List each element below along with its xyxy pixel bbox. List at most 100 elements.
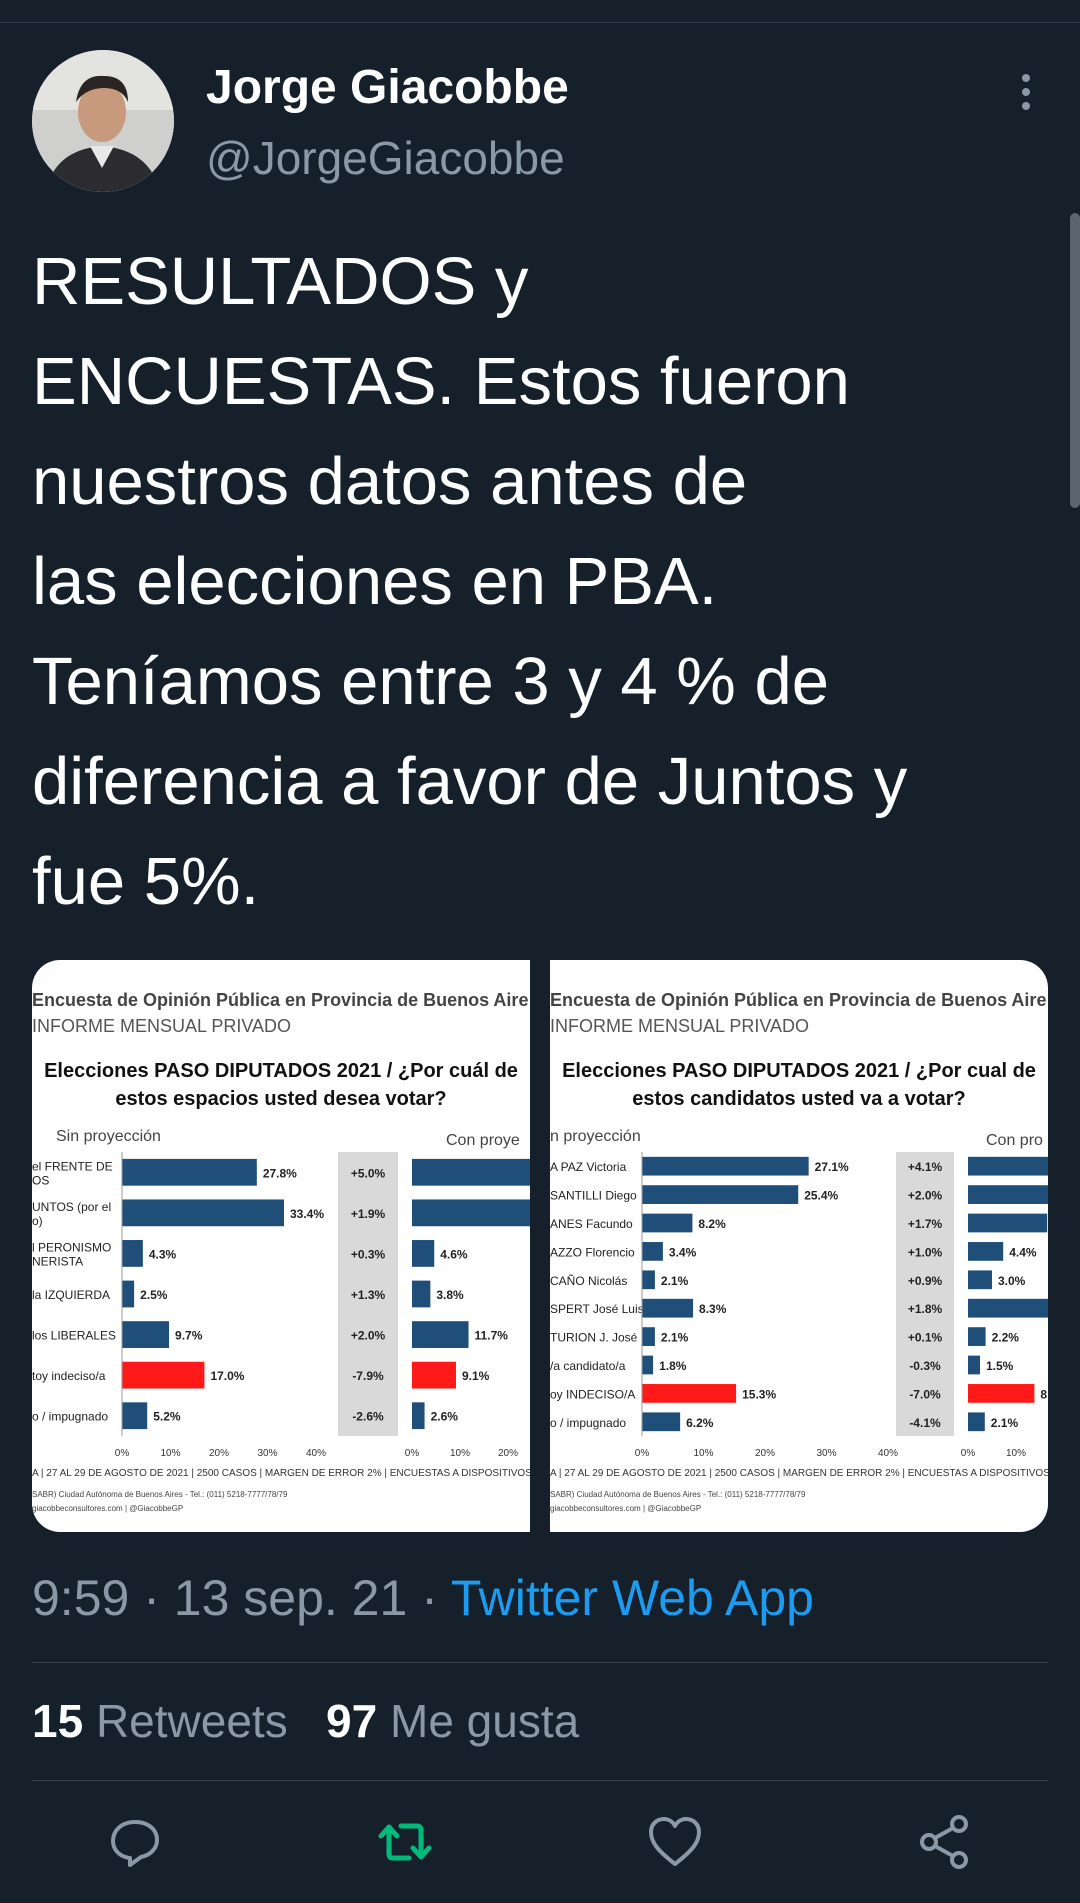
survey-question-line2: estos espacios usted desea votar? (115, 1088, 447, 1110)
author-name[interactable]: Jorge Giacobbe (206, 61, 569, 114)
share-icon[interactable] (915, 1812, 975, 1872)
projected-bar (968, 1327, 986, 1346)
retweets-label: Retweets (95, 1695, 288, 1747)
heart-icon[interactable] (645, 1812, 705, 1872)
bar-value-label: 4.3% (149, 1247, 177, 1261)
projected-value-label: 9.1% (462, 1369, 490, 1383)
bar (642, 1298, 694, 1318)
projected-value-label: 2.1% (991, 1416, 1019, 1430)
likes-stat[interactable]: 97 Me gusta (326, 1695, 579, 1747)
survey-contact: SABR) Ciudad Autónoma de Buenos Aires - … (32, 1490, 288, 1499)
projected-bar (412, 1199, 530, 1227)
bar (122, 1402, 148, 1430)
projected-bar (968, 1355, 980, 1375)
difference-column (338, 1152, 398, 1436)
projected-value-label: 8.3% (1040, 1387, 1048, 1401)
tweet-time[interactable]: 9:59 (32, 1570, 130, 1626)
survey-subtitle: INFORME MENSUAL PRIVADO (550, 1016, 810, 1036)
category-label: l PERONISMO (32, 1240, 111, 1254)
difference-label: +5.0% (351, 1166, 386, 1180)
retweet-icon[interactable] (375, 1812, 435, 1872)
bar-value-label: 33.4% (290, 1207, 324, 1221)
reply-icon[interactable] (105, 1812, 165, 1872)
avatar[interactable] (32, 50, 174, 192)
more-options-icon[interactable] (1010, 74, 1042, 114)
projected-bar (968, 1213, 1048, 1233)
column-label-no-projection: n proyección (550, 1128, 641, 1145)
bar-value-label: 5.2% (153, 1410, 181, 1424)
category-label: AZZO Florencio (550, 1245, 635, 1259)
bar-value-label: 17.0% (210, 1369, 244, 1383)
difference-label: +0.1% (908, 1331, 943, 1345)
survey-title: Encuesta de Opinión Pública en Provincia… (32, 990, 529, 1010)
bar (642, 1213, 693, 1233)
scrollbar[interactable] (1070, 213, 1080, 508)
bar (642, 1242, 663, 1261)
bar (122, 1361, 205, 1389)
difference-label: +2.0% (908, 1189, 943, 1203)
media-image-right[interactable]: Encuesta de Opinión Pública en Provincia… (550, 960, 1048, 1532)
x-tick-label: 10% (160, 1448, 180, 1459)
bar-chart-candidates: A PAZ Victoria 27.1% +4.1% SANTILLI Diego 25… (550, 1152, 1048, 1459)
divider (32, 1780, 1048, 1781)
media-grid[interactable]: Encuesta de Opinión Pública en Provincia… (32, 960, 1048, 1532)
category-label: oy INDECISO/A (550, 1387, 635, 1401)
bar (642, 1185, 799, 1204)
bar (122, 1321, 170, 1348)
projected-x-tick-label: 0% (405, 1448, 420, 1459)
projected-value-label: 3.0% (998, 1274, 1026, 1288)
projected-bar (968, 1298, 1048, 1318)
difference-label: +1.0% (908, 1245, 943, 1259)
projected-value-label: 4.6% (440, 1247, 468, 1261)
difference-label: +1.3% (351, 1288, 386, 1302)
category-label: el FRENTE DE (32, 1159, 113, 1173)
likes-label: Me gusta (390, 1695, 580, 1747)
x-tick-label: 0% (635, 1448, 650, 1459)
projected-bar (412, 1280, 431, 1308)
x-tick-label: 30% (816, 1448, 836, 1459)
tweet-date[interactable]: 13 sep. 21 (173, 1570, 408, 1626)
difference-label: -7.9% (352, 1369, 384, 1383)
tweet-source-link[interactable]: Twitter Web App (450, 1570, 814, 1626)
bar-value-label: 9.7% (175, 1329, 203, 1343)
projected-bar (412, 1321, 469, 1348)
bar-value-label: 27.1% (815, 1160, 849, 1174)
projected-bar (968, 1242, 1004, 1261)
survey-footer: A | 27 AL 29 DE AGOSTO DE 2021 | 2500 CA… (32, 1468, 530, 1479)
category-label: NERISTA (32, 1254, 83, 1268)
bar-value-label: 27.8% (263, 1166, 297, 1180)
category-label: o) (32, 1214, 43, 1228)
difference-label: +1.9% (351, 1207, 386, 1221)
projected-bar (968, 1412, 985, 1432)
projected-bar (968, 1156, 1048, 1176)
column-label-projection: Con pro (986, 1132, 1043, 1149)
projected-value-label: 3.8% (436, 1288, 464, 1302)
projected-bar (412, 1240, 435, 1267)
top-divider (0, 22, 1080, 23)
difference-label: -0.3% (909, 1359, 941, 1373)
column-label-no-projection: Sin proyección (56, 1128, 161, 1145)
category-label: /a candidato/a (550, 1359, 626, 1373)
projected-bar (968, 1384, 1035, 1403)
bar (122, 1240, 143, 1267)
survey-title: Encuesta de Opinión Pública en Provincia… (550, 990, 1047, 1010)
projected-x-tick-label: 10% (1006, 1448, 1026, 1459)
difference-label: -4.1% (909, 1416, 941, 1430)
survey-question-line2: estos candidatos usted va a votar? (632, 1088, 966, 1110)
category-label: ANES Facundo (550, 1217, 633, 1231)
difference-label: +0.3% (351, 1247, 386, 1261)
author-handle[interactable]: @JorgeGiacobbe (206, 132, 565, 184)
x-tick-label: 20% (209, 1448, 229, 1459)
tweet-meta: 9:59 · 13 sep. 21 · Twitter Web App (32, 1568, 814, 1628)
survey-question-line1: Elecciones PASO DIPUTADOS 2021 / ¿Por cu… (44, 1060, 518, 1082)
engagement-stats: 15 Retweets 97 Me gusta (32, 1693, 579, 1749)
likes-count: 97 (326, 1695, 378, 1747)
category-label: CAÑO Nicolás (550, 1274, 627, 1288)
bar (642, 1327, 655, 1346)
difference-label: +1.8% (908, 1302, 943, 1316)
category-label: o / impugnado (32, 1410, 108, 1424)
retweets-stat[interactable]: 15 Retweets (32, 1695, 288, 1747)
bar (122, 1158, 257, 1186)
media-image-left[interactable]: Encuesta de Opinión Pública en Provincia… (32, 960, 530, 1532)
